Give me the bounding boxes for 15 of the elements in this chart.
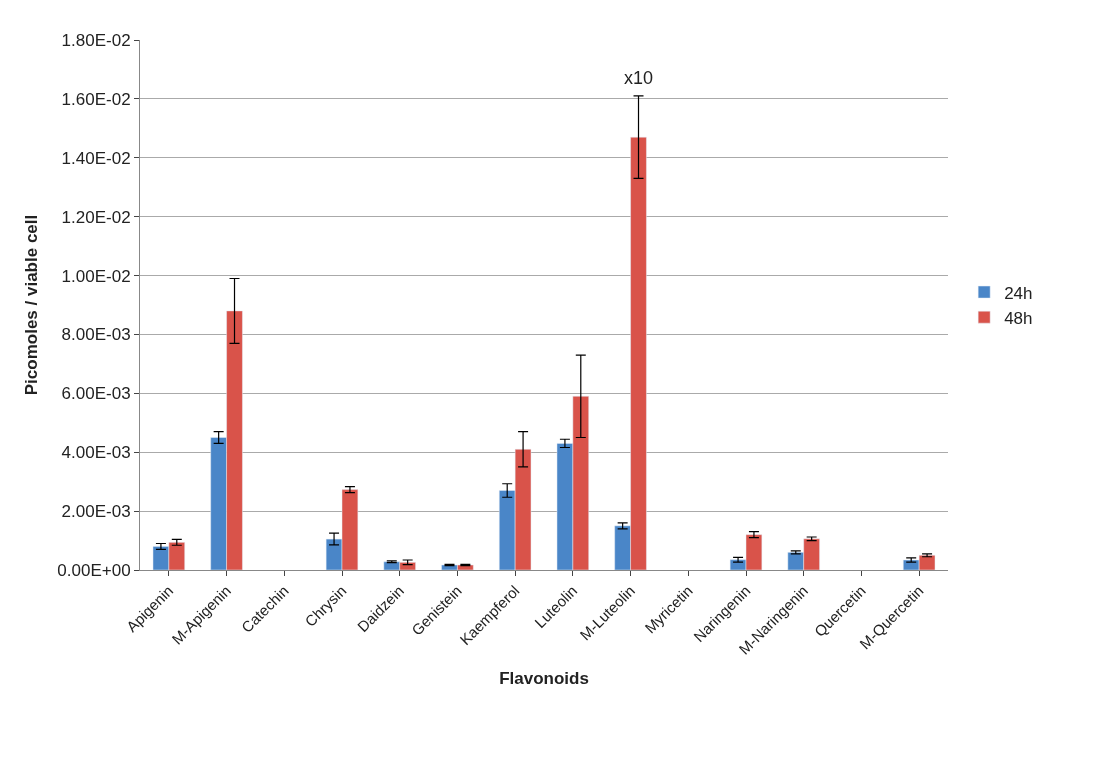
x-axis-title: Flavonoids [499,669,589,688]
y-tick-label: 1.20E-02 [61,207,131,227]
y-tick-label: 1.40E-02 [61,148,131,168]
y-tick-label: 6.00E-03 [61,384,131,404]
y-tick-label: 1.60E-02 [61,89,131,109]
annotation: x10 [624,68,654,88]
y-tick-label: 0.00E+00 [57,560,131,580]
y-tick-label: 8.00E-03 [61,325,131,345]
y-axis-title: Picomoles / viable cell [21,214,41,396]
y-tick-label: 1.80E-02 [61,30,131,50]
y-tick-label: 1.00E-02 [61,266,131,286]
legend-label: 24h [1004,283,1033,303]
y-tick-label: 2.00E-03 [61,502,131,522]
legend-label: 48h [1004,308,1033,328]
y-tick-label: 4.00E-03 [61,443,131,463]
